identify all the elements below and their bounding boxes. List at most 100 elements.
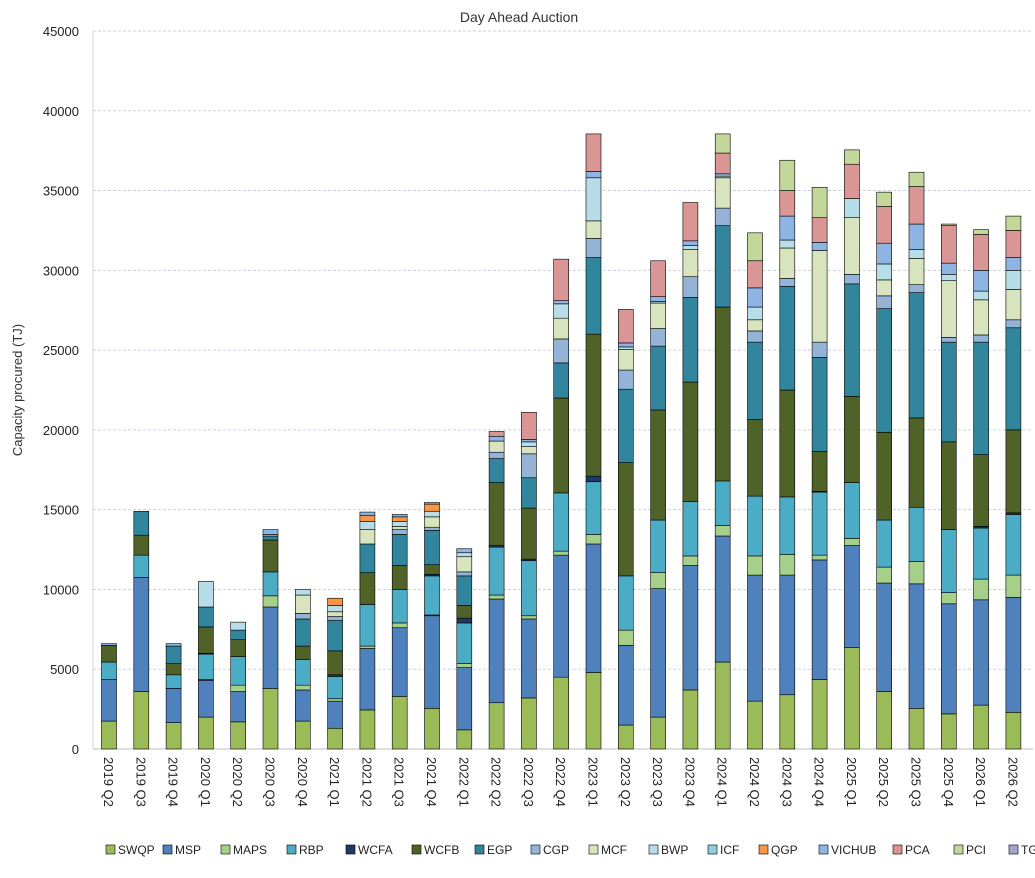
bar-segment — [844, 482, 860, 539]
bar-segment — [973, 599, 989, 706]
legend-item: ICF — [707, 843, 739, 857]
legend-item: MCF — [588, 843, 627, 857]
bar-segment — [876, 566, 893, 584]
bar-segment — [811, 187, 828, 218]
bar-segment — [585, 333, 602, 477]
bar-segment — [908, 708, 925, 750]
x-tick-label: 2025 Q3 — [909, 757, 924, 807]
legend-swatch — [162, 844, 173, 855]
legend-swatch — [345, 844, 356, 855]
bar-segment — [424, 564, 440, 575]
bar-segment — [876, 519, 893, 568]
bar-segment — [682, 202, 699, 242]
legend-swatch — [474, 844, 485, 855]
bar-segment — [747, 341, 763, 420]
legend-item: PCI — [953, 843, 986, 857]
bar-segment — [650, 716, 666, 750]
bar-segment — [327, 676, 343, 700]
bar-stack — [424, 502, 440, 750]
bar-stack — [521, 412, 537, 750]
bar-segment — [359, 529, 376, 545]
bar-stack — [940, 223, 957, 750]
bar-segment — [650, 260, 666, 297]
bar-segment — [553, 258, 570, 301]
y-tick-label: 30000 — [43, 263, 79, 278]
bar-segment — [650, 328, 666, 347]
bar-stack — [101, 643, 117, 750]
bar-segment — [1005, 597, 1022, 713]
bar-segment — [714, 173, 731, 177]
bar-segment — [198, 653, 214, 680]
x-tick-label: 2021 Q2 — [359, 757, 374, 807]
bar-segment — [811, 554, 828, 561]
bar-segment — [1005, 429, 1022, 514]
bar-segment — [876, 242, 893, 265]
y-tick-label: 15000 — [43, 503, 79, 518]
bar-segment — [585, 177, 602, 222]
bar-segment — [844, 538, 860, 546]
bar-segment — [617, 629, 634, 646]
bar-segment — [198, 716, 214, 750]
bar-segment — [165, 722, 182, 750]
bar-segment — [133, 510, 150, 536]
bar-segment — [262, 535, 279, 541]
bar-stack — [198, 581, 214, 750]
legend-item: VICHUB — [818, 843, 876, 857]
legend-label: MSP — [175, 843, 201, 857]
bar-segment — [488, 431, 505, 437]
bar-segment — [940, 262, 957, 275]
bar-segment — [359, 514, 376, 522]
bar-segment — [327, 620, 343, 652]
bar-segment — [327, 605, 343, 613]
bar-segment — [165, 674, 182, 689]
y-tick-label: 10000 — [43, 582, 79, 597]
x-tick-label: 2023 Q4 — [682, 757, 697, 807]
bar-segment — [908, 258, 925, 285]
bar-segment — [391, 696, 408, 750]
bar-segment — [359, 511, 376, 516]
bar-segment — [779, 389, 796, 498]
bar-segment — [1005, 514, 1022, 576]
bar-segment — [714, 661, 731, 750]
bar-segment — [456, 622, 473, 664]
bar-segment — [585, 543, 602, 673]
bar-stack — [359, 511, 376, 750]
bar-segment — [230, 721, 246, 750]
bar-segment — [682, 276, 699, 298]
legend-label: EGP — [487, 843, 512, 857]
bar-stack — [908, 171, 925, 750]
bar-segment — [617, 575, 634, 631]
x-tick-label: 2022 Q3 — [521, 757, 536, 807]
bar-segment — [876, 206, 893, 244]
bar-stack — [617, 309, 634, 750]
bar-segment — [714, 133, 731, 154]
bar-segment — [521, 412, 537, 440]
bar-segment — [779, 247, 796, 279]
bar-segment — [973, 234, 989, 271]
bar-segment — [488, 458, 505, 483]
bar-segment — [585, 220, 602, 239]
bar-segment — [876, 279, 893, 297]
legend-item: MSP — [162, 843, 201, 857]
legend-swatch — [818, 844, 829, 855]
legend-label: QGP — [771, 843, 798, 857]
bar-segment — [133, 577, 150, 692]
bar-stack — [391, 514, 408, 750]
y-tick-label: 0 — [72, 742, 79, 757]
bar-segment — [294, 689, 311, 722]
bar-segment — [1005, 574, 1022, 598]
bar-stack — [747, 232, 763, 750]
x-tick-label: 2021 Q1 — [327, 757, 342, 807]
bar-segment — [811, 679, 828, 750]
bar-stack — [230, 621, 246, 750]
bar-segment — [617, 346, 634, 350]
bar-segment — [488, 598, 505, 704]
y-tick-label: 25000 — [43, 343, 79, 358]
legend: SWQP MSP MAPS RBP WCFA WCFB EGP CGP MCF BWP ICF QGP… — [105, 843, 1035, 857]
legend-item: CGP — [530, 843, 569, 857]
bar-segment — [779, 694, 796, 750]
bar-segment — [424, 510, 440, 518]
bar-segment — [553, 300, 570, 305]
bar-segment — [198, 606, 214, 628]
bar-segment — [779, 239, 796, 249]
